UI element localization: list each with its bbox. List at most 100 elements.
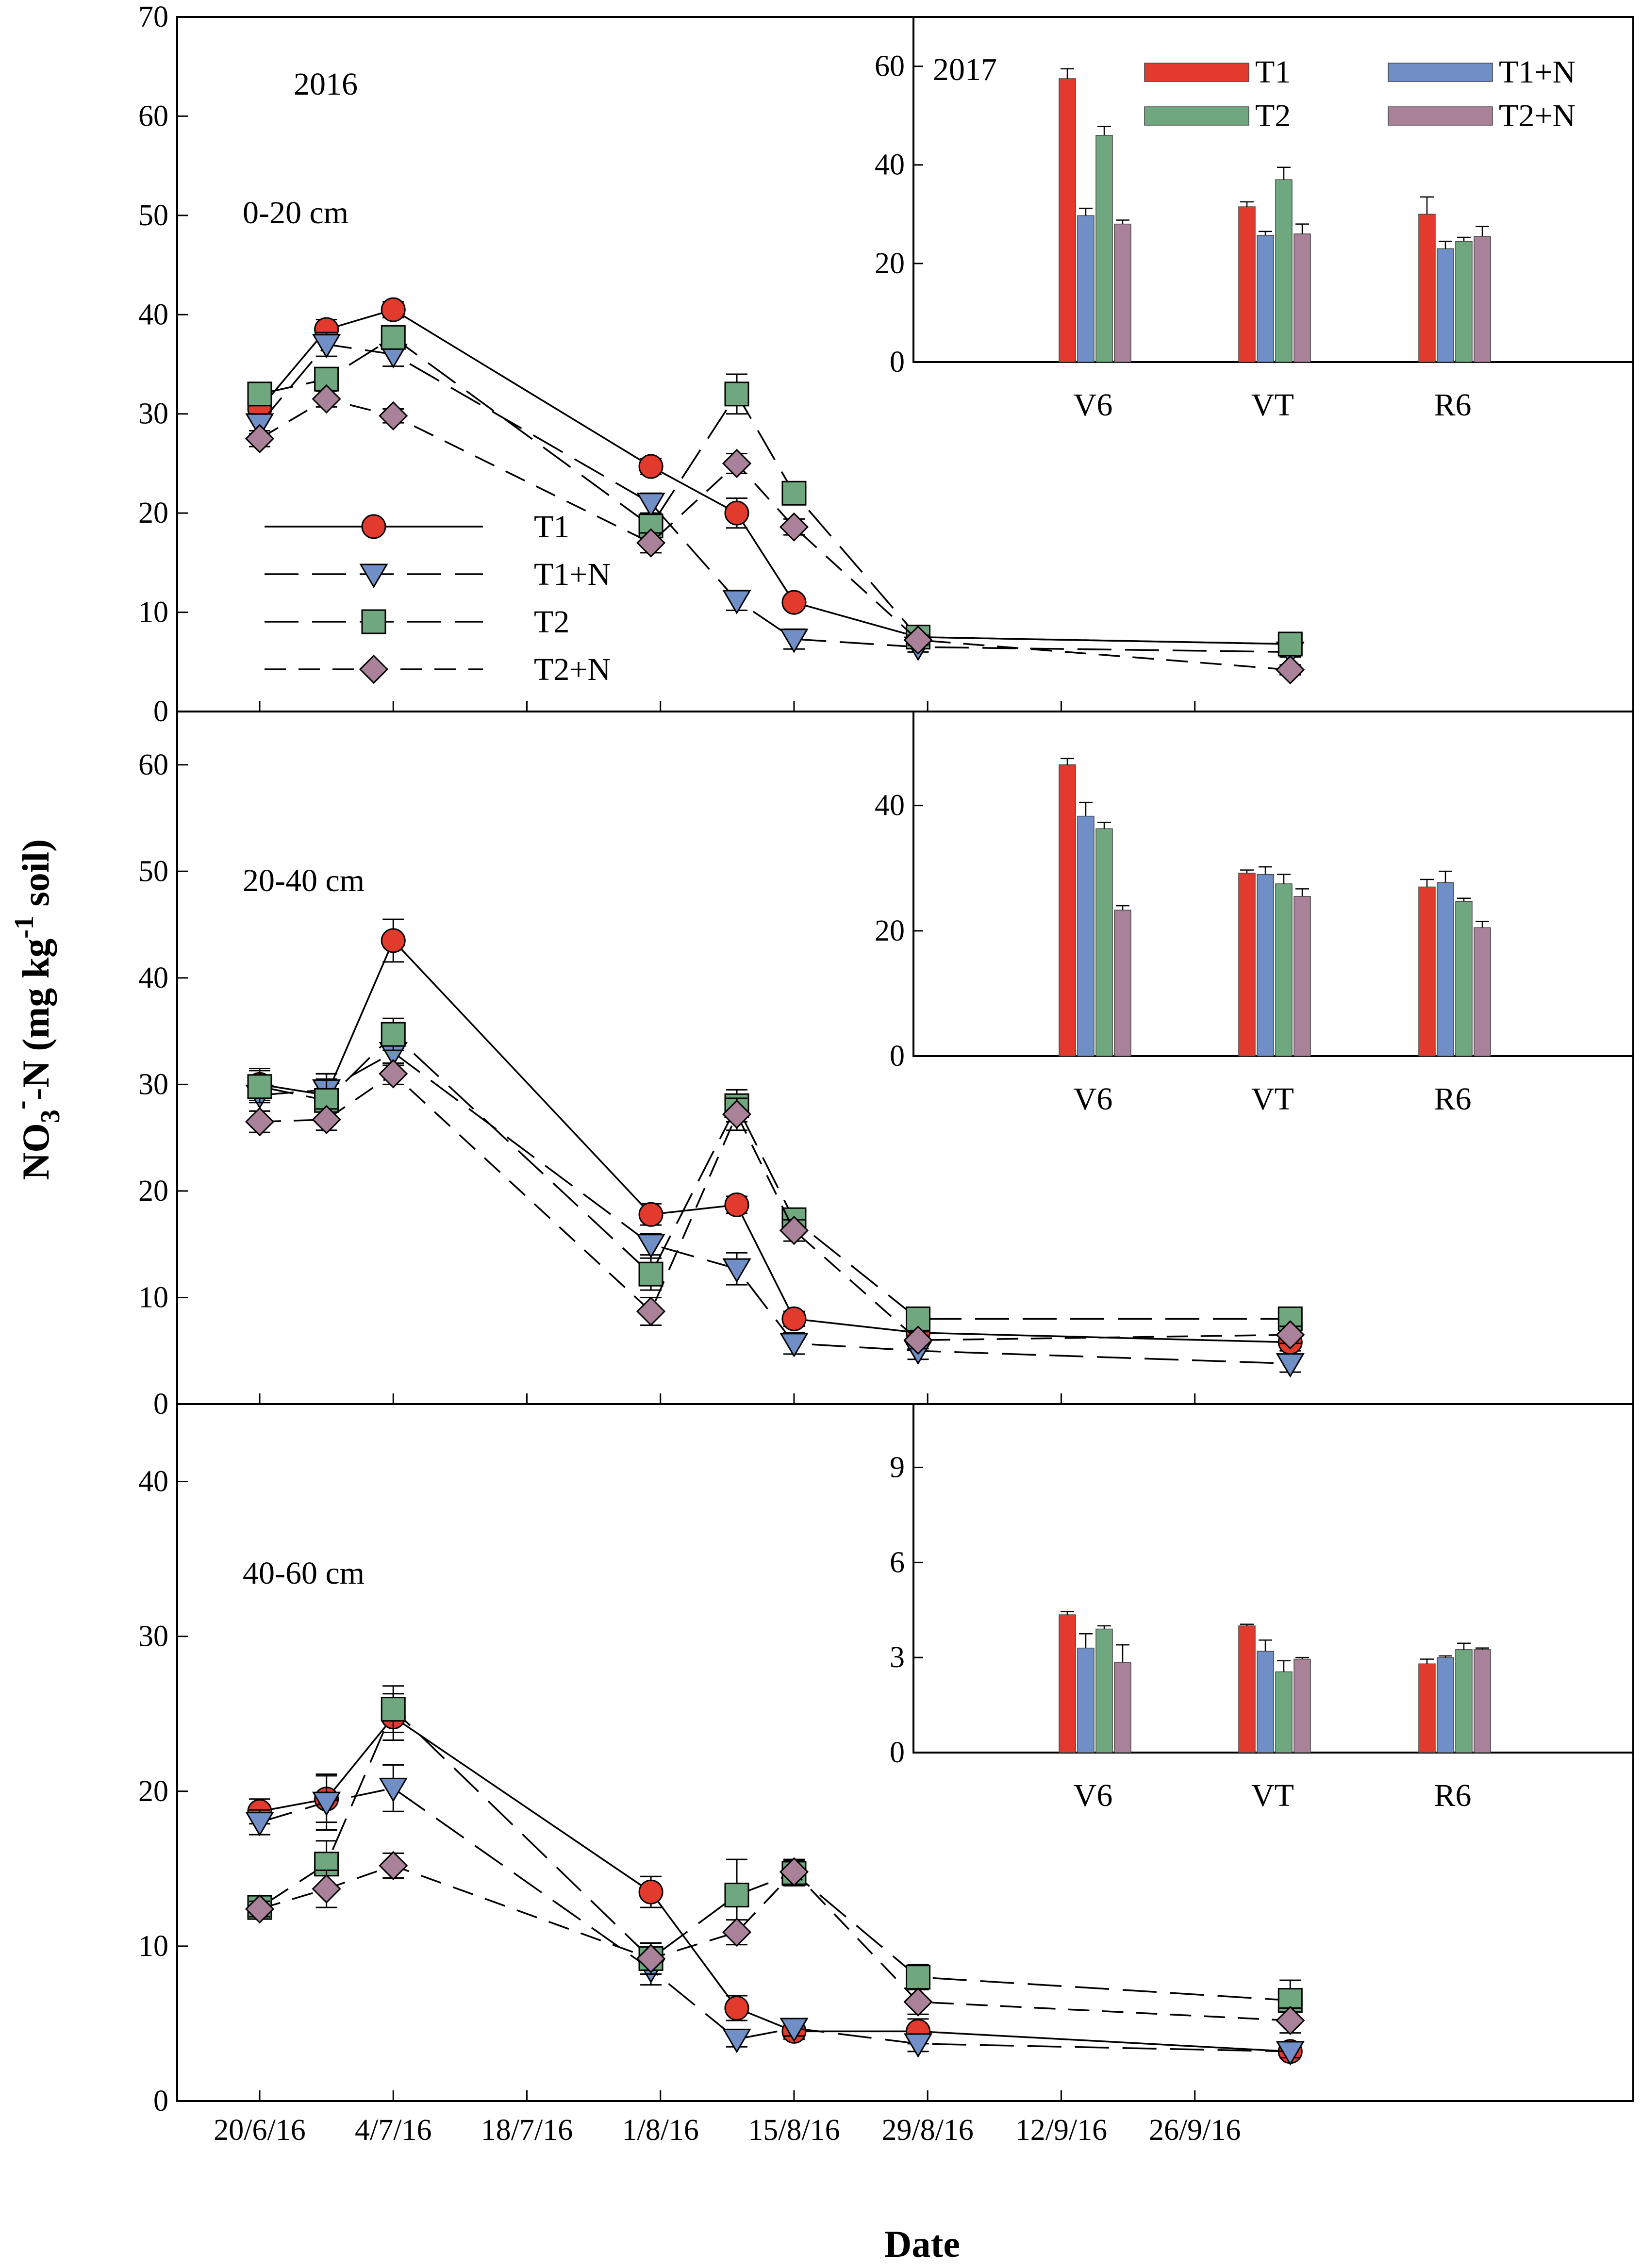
data-point-T1 <box>638 1879 663 1904</box>
ylabel-sub: 3 <box>35 1109 66 1123</box>
data-point-T2+N <box>379 401 408 430</box>
legend-marker-T2+N <box>359 654 389 684</box>
inset-bar-chart-2: 0 20 40 V6 VT R6 <box>875 711 1634 1117</box>
series-line-T2+N <box>259 398 1291 671</box>
data-point-T1 <box>781 590 807 615</box>
data-point-T2 <box>381 325 406 350</box>
inset-y-tick-label: 0 <box>890 1040 905 1073</box>
data-point-T2+N <box>312 384 341 414</box>
data-point-T1 <box>781 1306 807 1331</box>
y-tick-label: 0 <box>153 1388 168 1421</box>
data-point-T1+N <box>722 590 751 615</box>
data-point-T1+N <box>780 1333 809 1357</box>
inset-bar-chart-3: 0 3 6 9 V6 VT R6 <box>890 1403 1634 1813</box>
data-point-T2+N <box>636 1296 666 1326</box>
legend-label-T1: T1 <box>534 509 569 545</box>
data-point-T2+N <box>722 448 752 479</box>
panel-1: 0 10 20 30 40 50 60 70 2016 0-20 cm 0 20 40 60 V6 VT R6 2… <box>138 0 1634 728</box>
data-point-T1+N <box>780 629 809 653</box>
data-point-T2+N <box>903 1987 933 2017</box>
bar-T1+N-R6 <box>1437 248 1454 363</box>
data-point-T2+N <box>636 1944 666 1973</box>
legend-label-T1+N: T1+N <box>534 557 611 592</box>
data-point-T2+N <box>312 1105 341 1134</box>
data-point-T2 <box>724 1883 749 1908</box>
data-point-T1+N <box>722 2028 751 2053</box>
inset-category-label: R6 <box>1434 1778 1471 1813</box>
inset-legend-label-T1+N: T1+N <box>1499 54 1576 90</box>
bar-T2-VT <box>1275 1671 1293 1753</box>
inset-y-tick-label: 20 <box>875 914 905 947</box>
bar-T1-R6 <box>1418 886 1436 1057</box>
data-point-T1+N <box>780 2018 809 2042</box>
data-point-T1+N <box>245 1812 274 1837</box>
inset-y-tick-label: 60 <box>875 50 905 83</box>
bar-T2-V6 <box>1095 828 1113 1057</box>
data-point-T1 <box>724 500 749 526</box>
data-point-T2+N <box>779 1857 809 1887</box>
y-tick-label: 0 <box>153 2085 168 2118</box>
y-tick-label: 60 <box>138 99 168 132</box>
inset-legend-label-T2+N: T2+N <box>1499 98 1576 133</box>
data-point-T2+N <box>379 1059 408 1089</box>
x-axis-title: Date <box>884 2223 960 2265</box>
series-line-T1 <box>259 939 1291 1343</box>
x-tick-label: 18/7/16 <box>481 2114 573 2147</box>
ylabel-end: soil) <box>15 839 57 916</box>
bar-T1+N-R6 <box>1437 882 1454 1057</box>
inset-legend-swatch-T2 <box>1144 106 1249 126</box>
bar-T2+N-R6 <box>1474 1649 1491 1753</box>
panel-depth-label: 40-60 cm <box>243 1556 365 1591</box>
y-tick-label: 20 <box>138 1775 168 1808</box>
bar-T1+N-V6 <box>1077 1647 1095 1753</box>
inset-category-label: V6 <box>1074 1778 1113 1813</box>
data-point-T2+N <box>636 528 666 558</box>
inset-legend-swatch-T2+N <box>1388 106 1493 126</box>
data-point-T2+N <box>779 1216 809 1245</box>
bar-T1-V6 <box>1059 764 1076 1057</box>
bar-T1-R6 <box>1418 1663 1436 1753</box>
panel-depth-label: 0-20 cm <box>243 195 348 231</box>
bar-T2+N-VT <box>1294 233 1311 363</box>
y-tick-label: 0 <box>153 695 168 728</box>
data-point-T2+N <box>245 1107 275 1137</box>
data-point-T1+N <box>636 1234 665 1258</box>
x-tick-label: 1/8/16 <box>622 2114 698 2147</box>
x-tick-label: 12/9/16 <box>1015 2114 1107 2147</box>
y-tick-label: 70 <box>138 0 168 33</box>
y-tick-label: 30 <box>138 1620 168 1653</box>
bar-T2+N-VT <box>1294 896 1311 1057</box>
series-line-T2 <box>259 336 1291 645</box>
data-point-T2+N <box>1276 1320 1305 1350</box>
series-line-T2+N <box>259 1865 1291 2021</box>
x-tick-label: 4/7/16 <box>355 2114 431 2147</box>
data-point-T2 <box>381 1697 406 1722</box>
panel-2: 0 10 20 30 40 50 60 20-40 cm 0 20 40 V6 VT R6 <box>138 711 1634 1421</box>
bar-T2-VT <box>1275 179 1293 363</box>
data-point-T2+N <box>1276 2005 1305 2036</box>
data-point-T1 <box>638 1202 663 1227</box>
panel-year-label: 2016 <box>294 66 358 102</box>
bar-T1-VT <box>1238 206 1256 363</box>
y-tick-label: 20 <box>138 1175 168 1208</box>
inset-y-tick-label: 40 <box>875 789 905 822</box>
series-line-T1+N <box>259 343 1291 653</box>
inset-category-label: R6 <box>1434 1081 1471 1117</box>
y-tick-label: 50 <box>138 855 168 888</box>
data-point-T2+N <box>722 1099 752 1129</box>
series-line-T2 <box>259 1707 1291 2002</box>
bar-T2-V6 <box>1095 1628 1113 1753</box>
data-point-T2 <box>247 381 272 407</box>
inset-y-tick-label: 0 <box>890 346 905 379</box>
data-point-T2+N <box>245 1894 275 1924</box>
legend-label-T2+N: T2+N <box>534 652 611 687</box>
inset-legend-swatch-T1 <box>1144 63 1249 82</box>
ylabel-sup2: -1 <box>9 916 39 939</box>
bar-T1+N-V6 <box>1077 815 1095 1057</box>
data-point-T2+N <box>1276 655 1305 685</box>
inset-y-tick-label: 3 <box>890 1641 905 1674</box>
bar-T2+N-V6 <box>1114 910 1131 1057</box>
series-line-T1+N <box>259 1787 1291 2053</box>
